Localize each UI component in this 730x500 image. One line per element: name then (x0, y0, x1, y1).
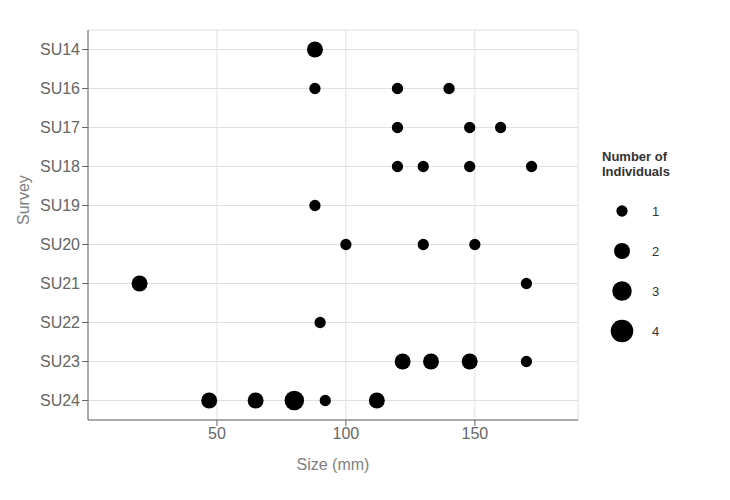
html-text:4: 4 (652, 323, 660, 339)
html-text:Number of Individuals: Number of Individuals (602, 149, 670, 179)
svg-text:50: 50 (208, 425, 226, 442)
svg-text:SU21: SU21 (40, 275, 80, 292)
svg-text:SU17: SU17 (40, 119, 80, 136)
html-text:1: 1 (652, 203, 660, 219)
html-text:2: 2 (652, 243, 660, 259)
svg-text:Survey: Survey (15, 175, 32, 225)
svg-text:SU23: SU23 (40, 353, 80, 370)
svg-text:Size (mm): Size (mm) (297, 456, 370, 473)
svg-text:SU20: SU20 (40, 236, 80, 253)
svg-text:SU24: SU24 (40, 392, 80, 409)
svg-text:150: 150 (461, 425, 488, 442)
svg-text:SU18: SU18 (40, 158, 80, 175)
svg-text:SU14: SU14 (40, 41, 80, 58)
svg-text:SU16: SU16 (40, 80, 80, 97)
svg-text:SU22: SU22 (40, 314, 80, 331)
html-text:3: 3 (652, 283, 660, 299)
svg-text:100: 100 (333, 425, 360, 442)
svg-text:SU19: SU19 (40, 197, 80, 214)
